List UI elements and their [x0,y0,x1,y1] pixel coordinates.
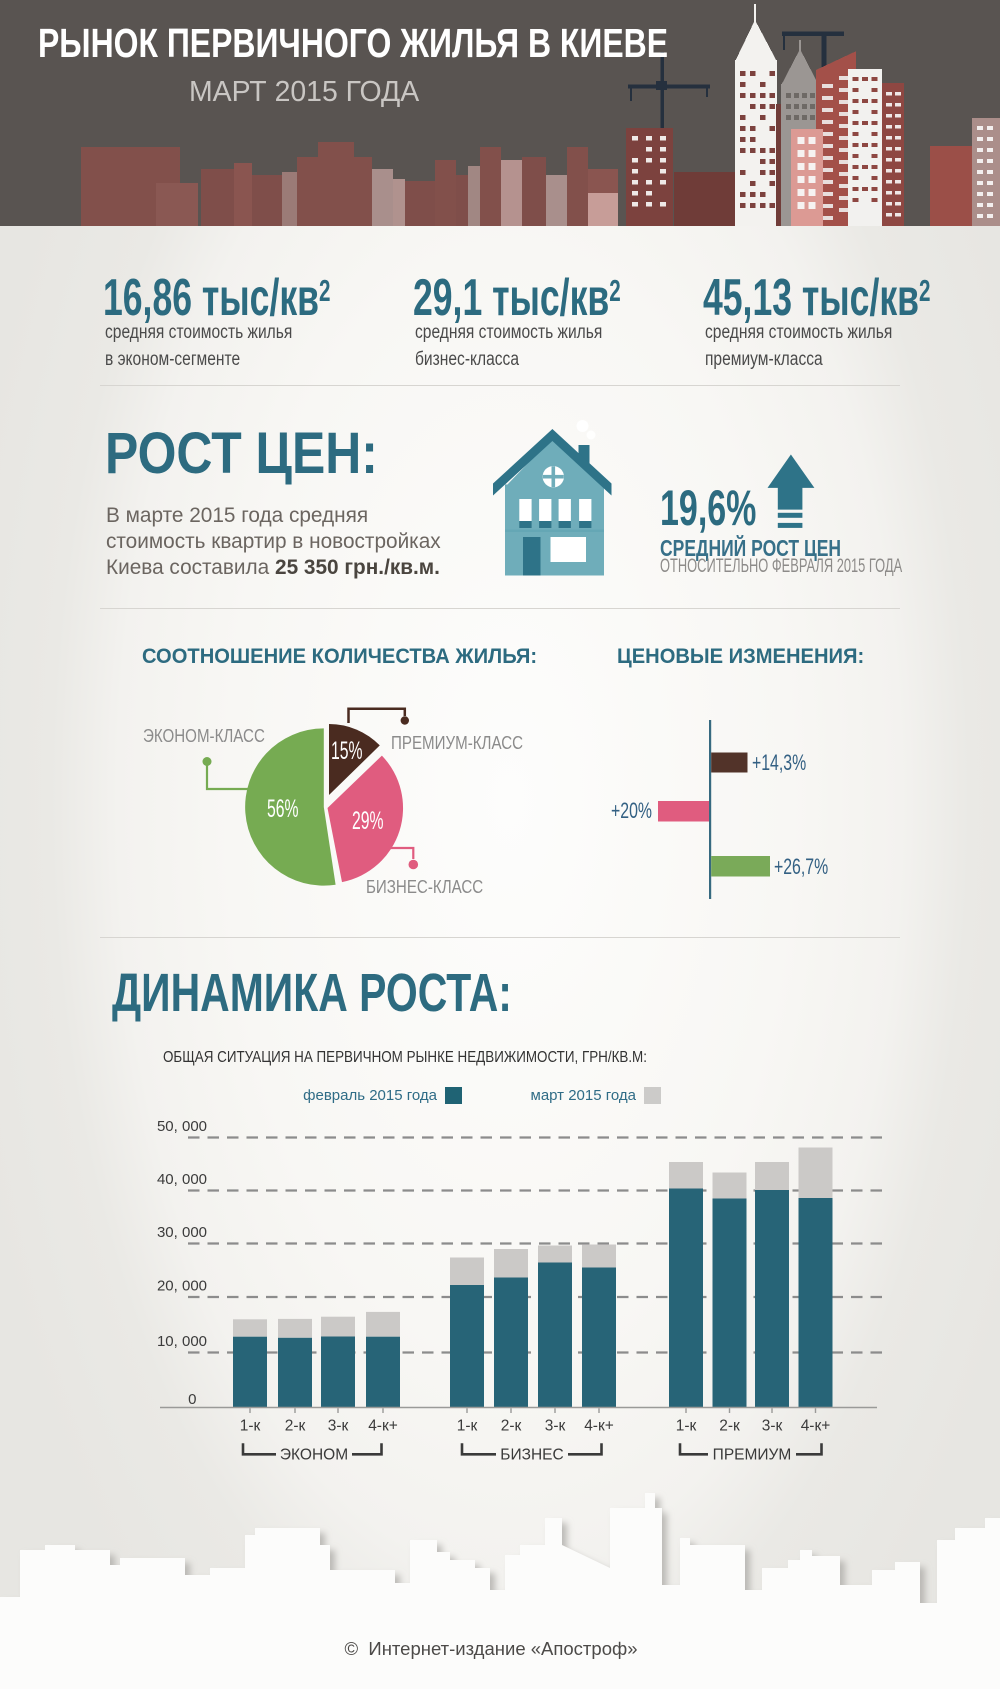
svg-text:1-к: 1-к [676,1418,697,1435]
svg-text:4-к+: 4-к+ [368,1418,398,1435]
svg-text:4-к+: 4-к+ [801,1418,831,1435]
svg-text:10, 000: 10, 000 [157,1333,207,1350]
svg-text:2-к: 2-к [285,1418,306,1435]
svg-text:1-к: 1-к [240,1418,261,1435]
svg-text:40, 000: 40, 000 [157,1171,207,1188]
svg-text:3-к: 3-к [545,1418,566,1435]
svg-text:50, 000: 50, 000 [157,1118,207,1135]
svg-text:20, 000: 20, 000 [157,1278,207,1295]
svg-text:БИЗНЕС: БИЗНЕС [500,1447,563,1464]
svg-text:2-к: 2-к [719,1418,740,1435]
svg-text:ЭКОНОМ: ЭКОНОМ [280,1447,348,1464]
svg-text:2-к: 2-к [501,1418,522,1435]
svg-text:30, 000: 30, 000 [157,1224,207,1241]
svg-text:3-к: 3-к [328,1418,349,1435]
svg-text:0: 0 [188,1391,196,1408]
svg-text:1-к: 1-к [457,1418,478,1435]
svg-text:3-к: 3-к [762,1418,783,1435]
svg-text:ПРЕМИУМ: ПРЕМИУМ [713,1447,792,1464]
svg-text:4-к+: 4-к+ [584,1418,614,1435]
